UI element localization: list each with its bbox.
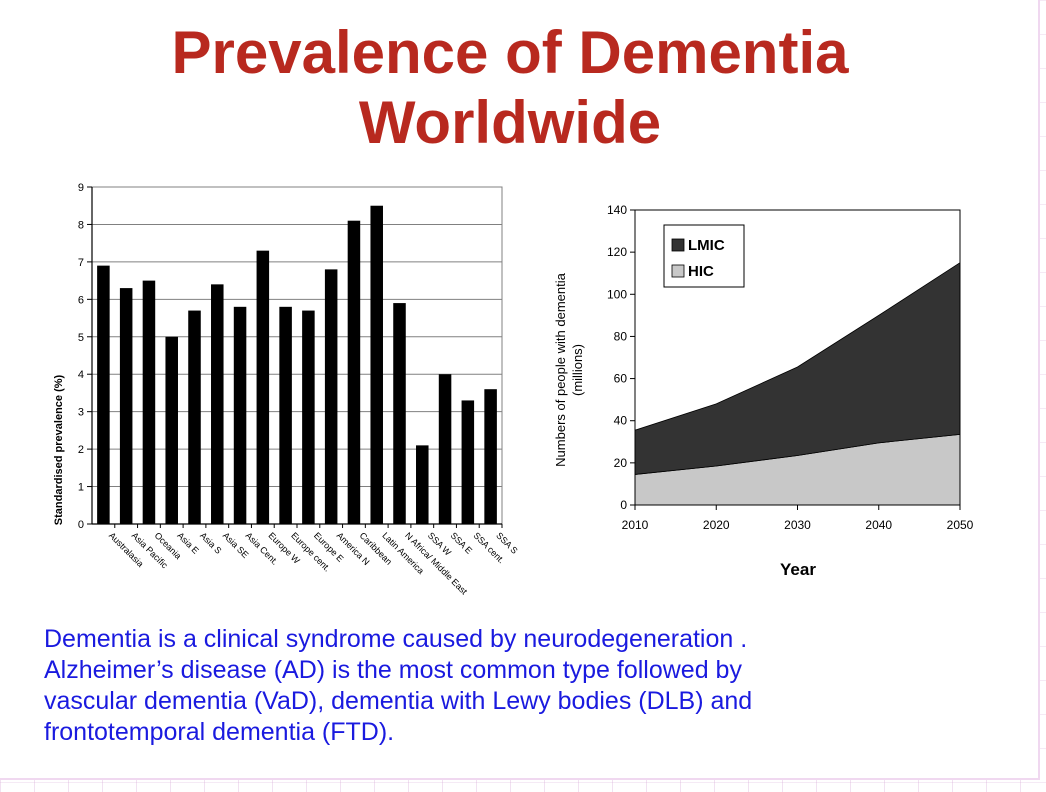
bar-y-tick-label: 4 <box>78 369 84 381</box>
bar-12 <box>347 220 361 524</box>
bar-4 <box>165 336 178 524</box>
area-y-axis-label-line-2: (millions) <box>570 344 585 396</box>
bar-bars <box>97 205 503 528</box>
area-y-tick-label: 120 <box>607 245 627 259</box>
legend-label-lmic: LMIC <box>688 237 725 254</box>
title-line-1: Prevalence of Dementia <box>171 19 849 86</box>
bar-y-tick-label: 3 <box>78 407 84 419</box>
body-line-2: Alzheimer’s disease (AD) is the most com… <box>44 656 742 684</box>
area-y-tick-label: 20 <box>614 456 628 470</box>
title-line-2: Worldwide <box>358 89 662 156</box>
bar-y-tick-label: 5 <box>78 332 84 344</box>
bar-x-label: Asia S <box>198 530 223 555</box>
bar-10 <box>302 310 315 524</box>
area-y-tick-label: 60 <box>614 372 628 386</box>
bar-16 <box>438 374 452 524</box>
body-line-1: Dementia is a clinical syndrome caused b… <box>44 625 748 653</box>
slide-body-text: Dementia is a clinical syndrome caused b… <box>44 624 944 748</box>
bar-7 <box>233 306 247 524</box>
area-y-axis-label-line-1: Numbers of people with dementia <box>553 272 568 466</box>
area-y-tick-label: 80 <box>614 329 628 343</box>
bar-18 <box>484 389 497 524</box>
area-y-tick-label: 140 <box>607 203 627 217</box>
area-x-tick-label: 2040 <box>865 518 892 532</box>
area-x-tick-label: 2030 <box>784 518 811 532</box>
area-x-ticks: 2010 2020 2030 2040 2050 <box>622 505 974 532</box>
legend-label-hic: HIC <box>688 263 714 280</box>
bar-17 <box>461 400 475 524</box>
bar-2 <box>119 288 133 524</box>
bar-y-tick-label: 9 <box>78 182 84 194</box>
bar-5 <box>188 310 201 524</box>
area-shapes <box>634 209 961 506</box>
bar-1 <box>97 265 110 524</box>
area-x-tick-label: 2020 <box>703 518 730 532</box>
bar-x-label: SSA E <box>449 530 474 555</box>
area-y-tick-label: 100 <box>607 287 627 301</box>
slide-title: Prevalence of Dementia Worldwide <box>60 18 960 158</box>
legend-swatch-lmic <box>671 238 685 252</box>
bar-3 <box>142 280 156 524</box>
body-line-3: vascular dementia (VaD), dementia with L… <box>44 687 753 715</box>
bar-15 <box>416 445 429 524</box>
body-line-4: frontotemporal dementia (FTD). <box>44 718 395 746</box>
bar-grid <box>91 186 503 525</box>
bar-9 <box>279 306 292 524</box>
bar-y-tick-label: 6 <box>78 294 84 306</box>
bar-plot-frame <box>91 186 503 525</box>
legend-swatch-hic <box>671 264 685 278</box>
bar-13 <box>370 205 383 524</box>
bar-6 <box>211 284 224 524</box>
area-y-tick-label: 40 <box>614 414 628 428</box>
area-x-axis-label: Year <box>780 560 816 579</box>
bar-11 <box>324 269 338 524</box>
area-y-ticks: 0 20 40 60 80 100 120 140 <box>607 203 635 512</box>
area-x-tick-label: 2050 <box>947 518 974 532</box>
area-y-tick-label: 0 <box>620 498 627 512</box>
bar-14 <box>393 303 406 524</box>
bar-y-tick-label: 8 <box>78 219 84 231</box>
bar-y-axis-label: Standardised prevalence (%) <box>53 374 65 525</box>
bar-y-tick-label: 1 <box>78 482 84 494</box>
bar-y-tick-label: 7 <box>78 257 84 269</box>
bar-8 <box>256 250 270 524</box>
bar-y-tick-label: 2 <box>78 444 84 456</box>
area-x-tick-label: 2010 <box>622 518 649 532</box>
bar-y-tick-label: 0 <box>78 519 84 531</box>
area-legend: LMIC HIC <box>663 224 745 288</box>
